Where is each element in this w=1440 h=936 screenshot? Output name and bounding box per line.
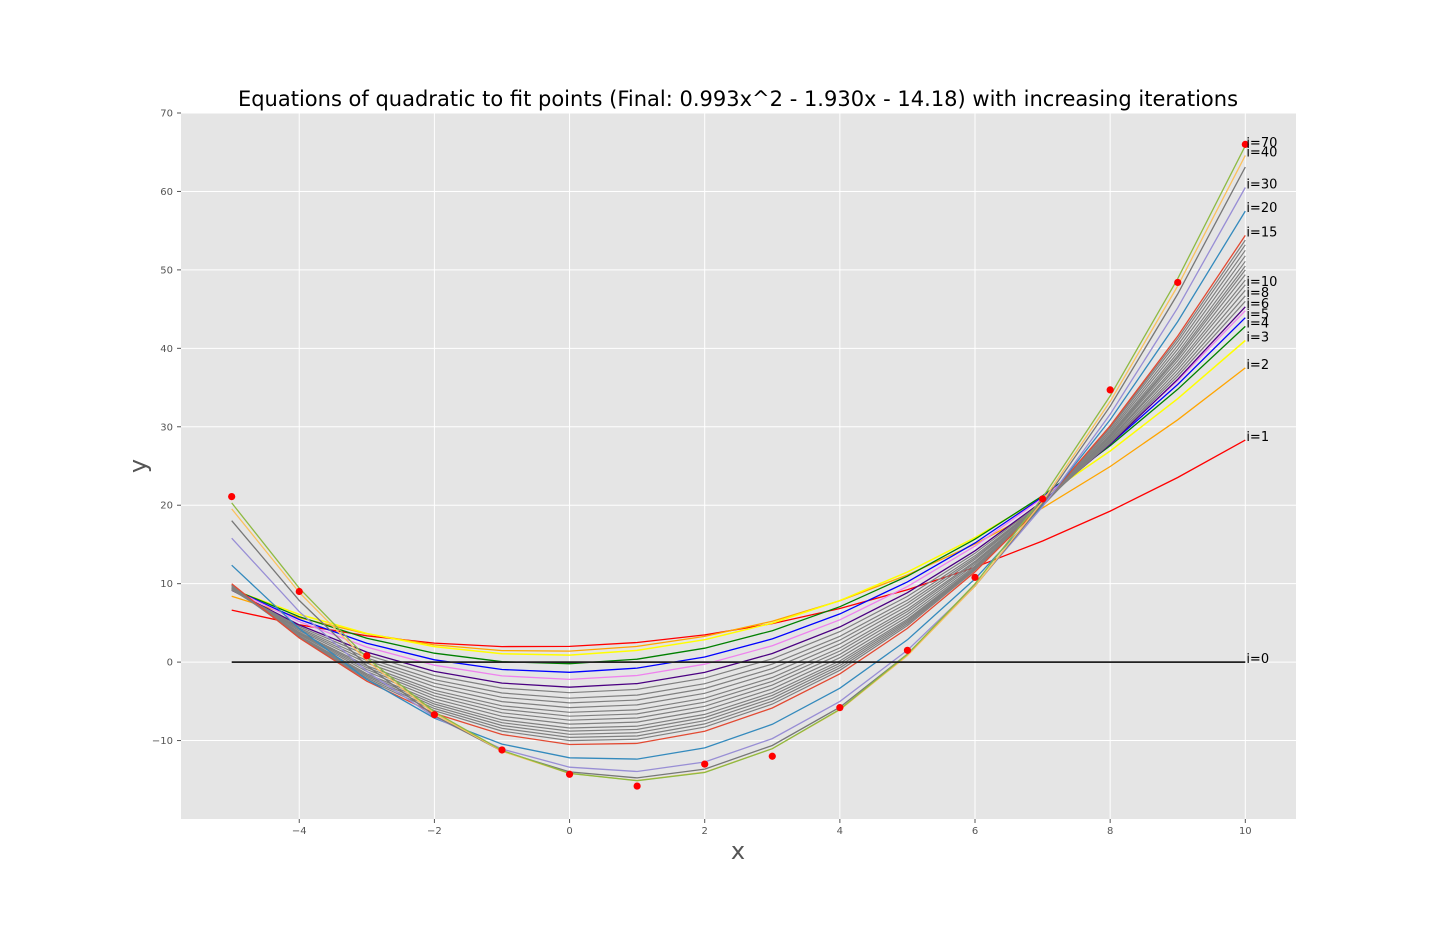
x-tick-label: 0 [566, 826, 572, 837]
iteration-label: i=10 [1246, 275, 1277, 290]
fit-curve [231, 235, 1246, 746]
fit-curve [231, 249, 1246, 735]
iteration-label: i=20 [1246, 201, 1277, 216]
fit-curve [231, 187, 1246, 773]
x-tick-label: 2 [702, 826, 708, 837]
x-tick-label: 4 [837, 826, 843, 837]
y-tick-label: −10 [152, 736, 173, 747]
data-point [1174, 278, 1182, 287]
iteration-label: i=2 [1246, 358, 1269, 373]
iteration-label: i=30 [1246, 178, 1277, 193]
data-point [498, 746, 506, 754]
fit-curve [231, 255, 1246, 732]
data-point [633, 782, 641, 790]
x-tick-label: −2 [427, 826, 442, 837]
data-point [903, 646, 912, 654]
y-tick-label: 70 [160, 109, 173, 120]
y-tick-label: 10 [160, 579, 173, 590]
data-point [1241, 140, 1249, 148]
data-point [1106, 386, 1114, 394]
data-point [836, 704, 844, 712]
fit-curves [231, 145, 1246, 782]
fit-curve [231, 210, 1246, 760]
data-point [363, 652, 371, 660]
data-point [1038, 495, 1047, 503]
x-tick-label: −4 [292, 826, 307, 837]
x-tick-label: 6 [972, 826, 978, 837]
iteration-label: i=5 [1246, 308, 1269, 323]
data-point [228, 492, 236, 501]
iteration-label: i=70 [1246, 136, 1277, 151]
y-tick-label: 0 [167, 658, 173, 669]
iteration-label: i=6 [1246, 297, 1269, 312]
x-tick-label: 8 [1107, 826, 1113, 837]
iteration-label: i=15 [1246, 225, 1277, 240]
iteration-label: i=1 [1246, 430, 1269, 445]
iteration-label: i=0 [1246, 652, 1269, 667]
iteration-label: i=40 [1246, 145, 1277, 160]
fit-curve [231, 145, 1246, 782]
iteration-label: i=3 [1246, 330, 1269, 345]
data-point [430, 711, 439, 719]
y-tick-label: 30 [160, 422, 173, 433]
fit-curve [231, 166, 1246, 779]
data-point [971, 573, 979, 581]
iteration-label: i=4 [1246, 316, 1269, 331]
data-point [768, 752, 776, 760]
x-tick-label: 10 [1239, 826, 1252, 837]
y-tick-label: 20 [160, 501, 173, 512]
data-points [228, 140, 1249, 790]
y-axis-label: y [124, 459, 152, 473]
chart-title: Equations of quadratic to fit points (Fi… [238, 87, 1238, 111]
y-tick-label: 50 [160, 265, 173, 276]
fit-curve [231, 339, 1246, 656]
y-tick-label: 40 [160, 344, 173, 355]
iteration-label: i=8 [1246, 286, 1269, 301]
data-point [701, 760, 709, 768]
y-tick-label: 60 [160, 187, 173, 198]
ticks: −4 −2 0 2 4 6 8 10 −10 0 10 20 30 40 50 60 70 [152, 109, 1252, 838]
data-point [295, 587, 303, 596]
data-point [565, 770, 574, 778]
x-axis-label: x [731, 837, 745, 865]
iteration-labels: i=0 i=1 i=2 i=3i=4i=5i=6i=8i=10 i=15 i=20 i=30… [1246, 136, 1277, 667]
